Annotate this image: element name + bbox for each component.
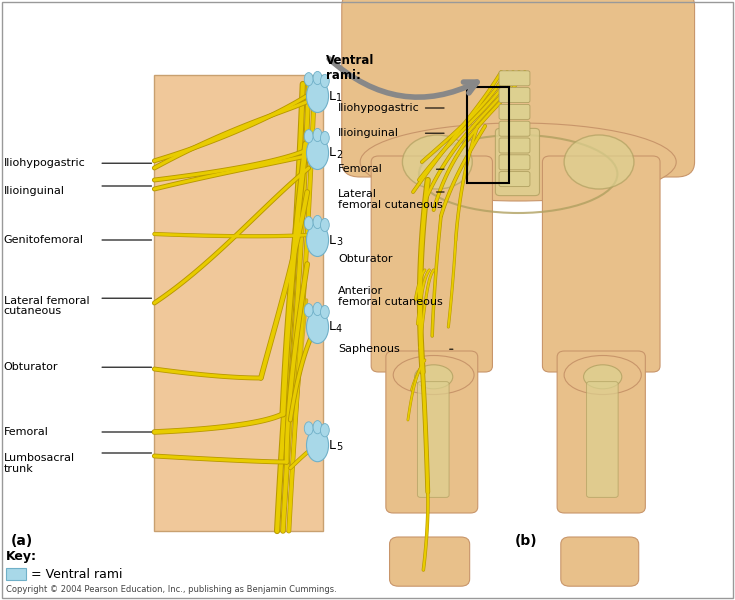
Text: Iliohypogastric: Iliohypogastric xyxy=(4,158,85,168)
Text: Anterior
femoral cutaneous: Anterior femoral cutaneous xyxy=(338,286,443,307)
Ellipse shape xyxy=(304,217,313,230)
Ellipse shape xyxy=(320,74,329,88)
Text: 5: 5 xyxy=(336,442,343,452)
Bar xyxy=(154,75,323,531)
Text: 1: 1 xyxy=(336,93,342,103)
Ellipse shape xyxy=(306,79,329,113)
Ellipse shape xyxy=(306,136,329,169)
Text: Ilioinguinal: Ilioinguinal xyxy=(338,128,399,138)
Ellipse shape xyxy=(313,302,322,316)
FancyBboxPatch shape xyxy=(495,128,539,196)
Ellipse shape xyxy=(584,365,622,389)
Text: L: L xyxy=(329,439,336,452)
Ellipse shape xyxy=(415,365,453,389)
Ellipse shape xyxy=(360,123,676,201)
Bar xyxy=(6,568,26,580)
Text: (a): (a) xyxy=(11,534,33,548)
Ellipse shape xyxy=(306,428,329,462)
Text: Ventral
rami:: Ventral rami: xyxy=(326,54,374,82)
Text: Femoral: Femoral xyxy=(4,427,49,437)
Ellipse shape xyxy=(320,305,329,319)
Ellipse shape xyxy=(306,223,329,257)
Text: Iliohypogastric: Iliohypogastric xyxy=(338,103,420,113)
FancyBboxPatch shape xyxy=(499,104,530,119)
FancyBboxPatch shape xyxy=(499,155,530,170)
Text: L: L xyxy=(329,89,336,103)
Ellipse shape xyxy=(320,131,329,145)
FancyBboxPatch shape xyxy=(557,351,645,513)
Ellipse shape xyxy=(402,135,472,189)
Text: L: L xyxy=(329,320,336,334)
Ellipse shape xyxy=(313,128,322,142)
Text: Obturator: Obturator xyxy=(338,254,392,264)
Ellipse shape xyxy=(320,218,329,232)
FancyBboxPatch shape xyxy=(542,156,660,372)
Text: Ilioinguinal: Ilioinguinal xyxy=(4,186,65,196)
FancyBboxPatch shape xyxy=(371,156,492,372)
FancyBboxPatch shape xyxy=(499,138,530,153)
Text: (b): (b) xyxy=(514,534,537,548)
Ellipse shape xyxy=(313,215,322,229)
Ellipse shape xyxy=(320,424,329,437)
Ellipse shape xyxy=(393,355,474,395)
Text: 2: 2 xyxy=(336,150,343,160)
Ellipse shape xyxy=(564,355,641,395)
Text: L: L xyxy=(329,146,336,160)
Ellipse shape xyxy=(306,311,329,343)
Text: 3: 3 xyxy=(336,237,342,247)
Text: = Ventral rami: = Ventral rami xyxy=(31,568,122,581)
Text: Key:: Key: xyxy=(6,550,37,563)
Text: Genitofemoral: Genitofemoral xyxy=(4,235,84,245)
Text: Copyright © 2004 Pearson Education, Inc., publishing as Benjamin Cummings.: Copyright © 2004 Pearson Education, Inc.… xyxy=(6,585,337,594)
Text: Obturator: Obturator xyxy=(4,362,58,372)
Text: Lateral femoral
cutaneous: Lateral femoral cutaneous xyxy=(4,296,89,316)
Text: Saphenous: Saphenous xyxy=(338,344,400,354)
Text: Femoral: Femoral xyxy=(338,164,383,174)
FancyBboxPatch shape xyxy=(587,382,618,497)
Text: 4: 4 xyxy=(336,324,342,334)
FancyBboxPatch shape xyxy=(499,172,530,187)
Text: Lateral
femoral cutaneous: Lateral femoral cutaneous xyxy=(338,189,443,209)
Ellipse shape xyxy=(304,130,313,143)
Ellipse shape xyxy=(304,304,313,317)
Ellipse shape xyxy=(313,71,322,85)
Ellipse shape xyxy=(313,421,322,434)
FancyBboxPatch shape xyxy=(499,71,530,86)
Bar xyxy=(467,87,509,183)
FancyBboxPatch shape xyxy=(499,121,530,136)
FancyBboxPatch shape xyxy=(561,537,639,586)
FancyBboxPatch shape xyxy=(342,0,695,177)
FancyBboxPatch shape xyxy=(390,537,470,586)
FancyBboxPatch shape xyxy=(499,88,530,103)
FancyBboxPatch shape xyxy=(417,382,449,497)
Text: Lumbosacral
trunk: Lumbosacral trunk xyxy=(4,453,75,473)
Text: L: L xyxy=(329,233,336,247)
Ellipse shape xyxy=(304,73,313,86)
FancyBboxPatch shape xyxy=(386,351,478,513)
Ellipse shape xyxy=(304,422,313,435)
Ellipse shape xyxy=(564,135,634,189)
